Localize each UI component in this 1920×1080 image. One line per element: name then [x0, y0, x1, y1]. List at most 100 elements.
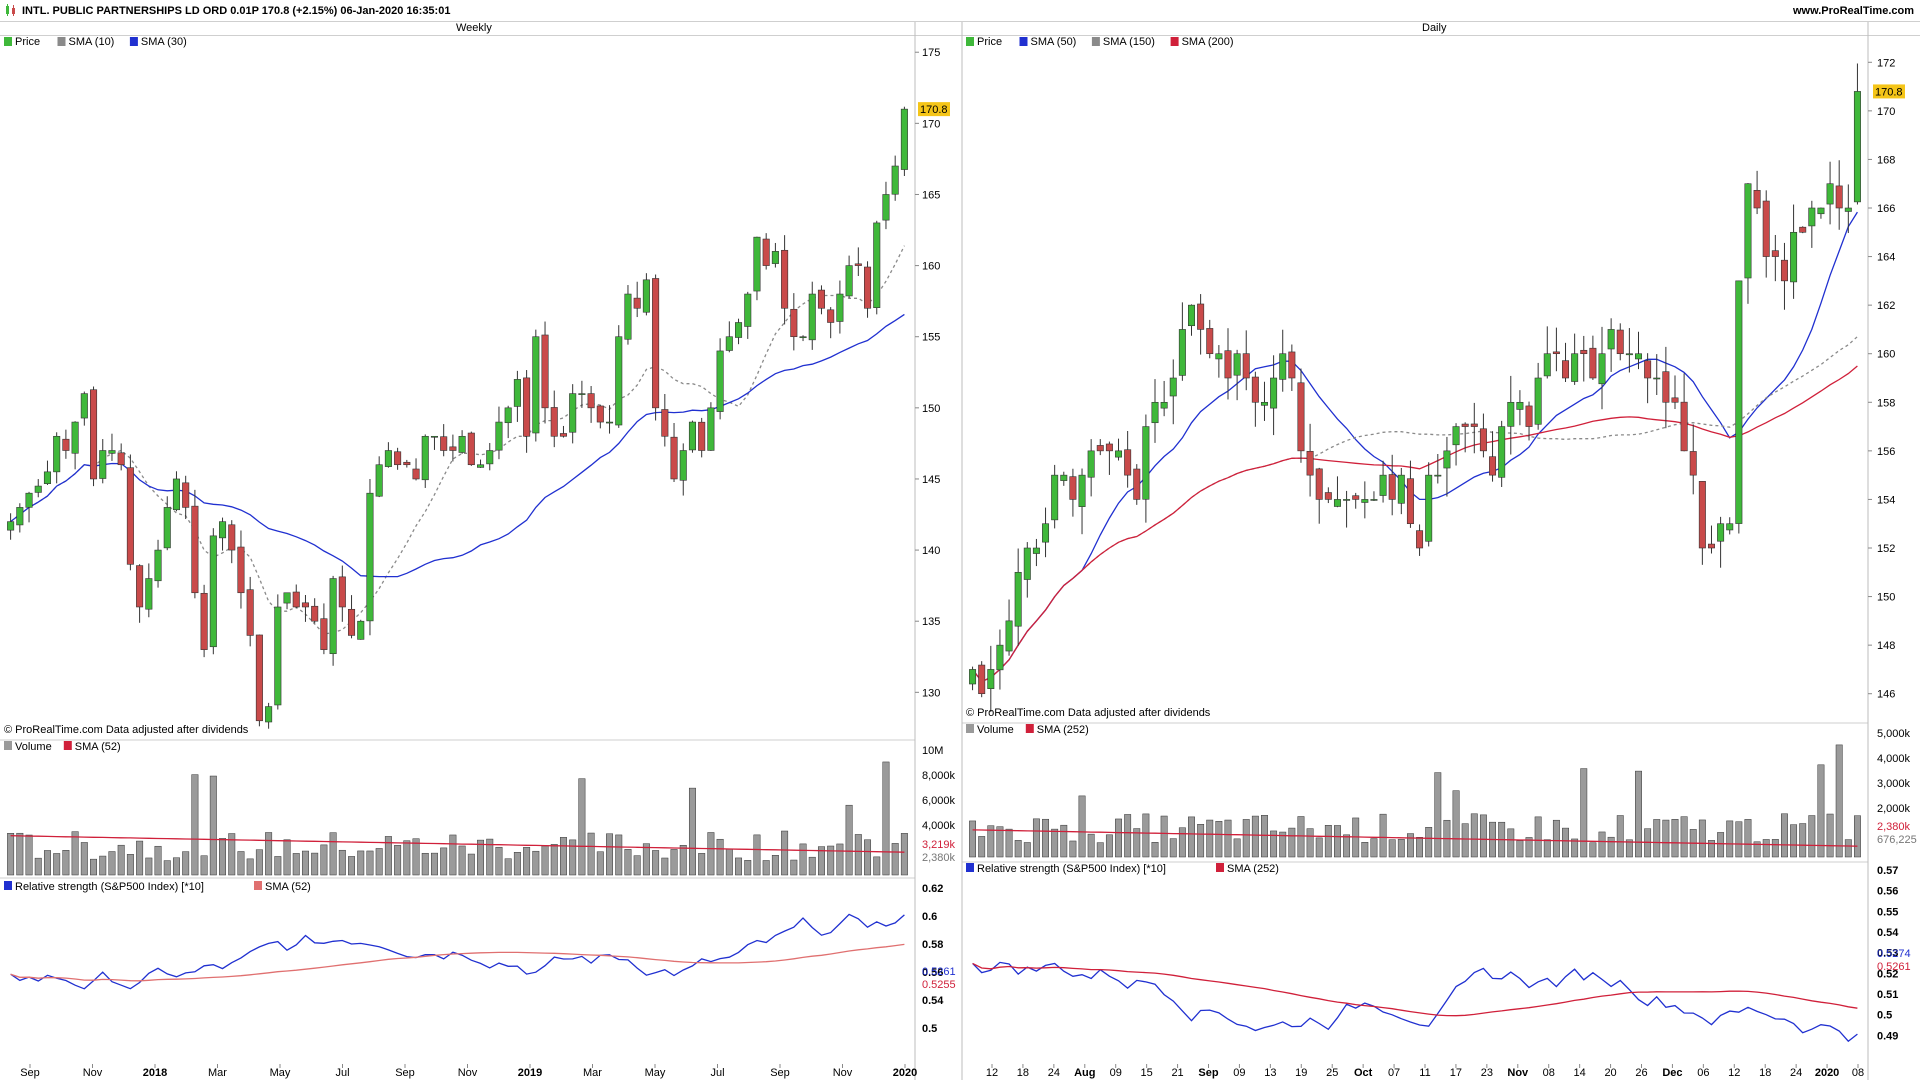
- right-rs-tick-label: 0.55: [1877, 906, 1898, 918]
- right-volume-bar: [1160, 815, 1168, 858]
- right-volume-bar: [1844, 839, 1852, 858]
- left-volume-bar: [615, 834, 623, 876]
- right-candle-body: [1598, 353, 1606, 385]
- right-candle-body: [1306, 450, 1314, 476]
- left-volume-bar: [90, 858, 98, 876]
- right-x-tick-label: Aug: [1074, 1067, 1095, 1079]
- right-candle-body: [1470, 423, 1478, 427]
- right-legend-label-2: SMA (150): [1103, 36, 1155, 48]
- right-rs-tick-label: 0.57: [1877, 865, 1898, 877]
- left-rs-value-label: 0.5255: [922, 979, 956, 991]
- left-last-price-badge: [918, 102, 950, 117]
- left-candle-body: [679, 450, 687, 481]
- right-last-price-badge: [1873, 84, 1905, 99]
- right-legend-swatch-3: [1170, 37, 1179, 46]
- right-candle-body: [1771, 250, 1779, 257]
- right-x-tick-label: 08: [1852, 1067, 1864, 1079]
- right-x-tick-label: Oct: [1354, 1067, 1373, 1079]
- left-rs-value-label: 0.5261: [922, 966, 956, 978]
- left-candle-body: [25, 492, 33, 508]
- right-x-tick-label: 11: [1419, 1067, 1430, 1079]
- left-period-label: Weekly: [456, 22, 492, 34]
- right-candle-body: [1452, 426, 1460, 446]
- right-price-tick-label: 160: [1877, 349, 1895, 361]
- right-volume-bar: [1799, 823, 1807, 858]
- left-volume-bar: [808, 856, 816, 876]
- right-legend-label-1: SMA (50): [1031, 36, 1077, 48]
- right-volume-bar: [1261, 815, 1268, 858]
- right-rs-line: [972, 961, 1858, 1043]
- left-candle-body: [486, 450, 494, 465]
- right-volume-bar: [1589, 842, 1597, 858]
- right-candle-body: [1333, 499, 1341, 507]
- left-volume-bar: [873, 856, 881, 876]
- left-candle-body: [578, 393, 586, 395]
- right-candle-body: [1479, 428, 1487, 452]
- left-volume-bar: [71, 831, 79, 876]
- left-rs-legend-swatch-1: [254, 881, 262, 890]
- left-volume-bar: [642, 843, 650, 876]
- right-volume-bar: [1552, 819, 1560, 858]
- right-candle-body: [1562, 360, 1570, 379]
- left-x-tick-label: Sep: [20, 1067, 40, 1079]
- right-volume-bar: [1288, 827, 1296, 858]
- left-volume-bar: [532, 850, 540, 876]
- right-candle-body: [1078, 474, 1086, 507]
- right-candle-body: [1379, 474, 1387, 496]
- right-candle-body: [1051, 474, 1059, 521]
- site-link[interactable]: www.ProRealTime.com: [1792, 5, 1914, 17]
- right-volume-bar: [1096, 842, 1104, 858]
- left-last-price-label: 170.8: [920, 104, 948, 116]
- right-x-tick-label: 15: [1141, 1067, 1153, 1079]
- right-candle-body: [1069, 476, 1077, 500]
- right-candle-body: [1434, 474, 1442, 477]
- left-volume-bar: [80, 842, 88, 876]
- right-legend-label-0: Price: [977, 36, 1002, 48]
- right-candle-body: [1142, 426, 1150, 500]
- left-volume-bar: [486, 838, 494, 876]
- right-volume-bar: [1315, 837, 1323, 858]
- left-vol-tick-label: 10M: [922, 745, 943, 757]
- left-candle-body: [117, 452, 125, 466]
- right-price-tick-label: 156: [1877, 446, 1895, 458]
- right-volume-bar: [1324, 825, 1332, 858]
- left-watermark: © ProRealTime.com Data adjusted after di…: [4, 724, 249, 736]
- left-vol-legend-swatch-1: [63, 741, 72, 750]
- right-vol-legend-label-0: Volume: [977, 724, 1014, 736]
- left-candle-body: [781, 249, 789, 309]
- left-x-tick-label: Jul: [335, 1067, 349, 1079]
- left-volume-bar: [578, 778, 586, 876]
- left-volume-bar: [163, 860, 171, 876]
- right-x-tick-label: 09: [1233, 1067, 1245, 1079]
- right-price-tick-label: 154: [1877, 494, 1895, 506]
- right-candle-body: [1425, 474, 1433, 542]
- right-candle-body: [987, 669, 995, 689]
- right-candle-body: [1388, 474, 1396, 500]
- left-candle-body: [311, 605, 319, 622]
- left-candle-body: [670, 436, 678, 480]
- right-candle-body: [969, 669, 977, 685]
- left-candle-body: [99, 450, 107, 479]
- left-candle-body: [541, 334, 549, 409]
- left-volume-bar: [449, 834, 457, 876]
- right-rs-value-label: 0.5261: [1877, 961, 1911, 973]
- right-volume-bar: [1279, 831, 1287, 858]
- left-price-tick-label: 165: [922, 189, 940, 201]
- right-vol-legend-swatch-1: [1025, 724, 1034, 733]
- left-candle-body: [532, 336, 540, 434]
- right-volume-bar: [1534, 816, 1542, 858]
- right-candle-body: [1552, 351, 1560, 355]
- right-volume-bar: [1425, 827, 1433, 858]
- right-candle-body: [1799, 226, 1807, 233]
- right-volume-bar: [1042, 818, 1049, 858]
- left-sma-line-0: [10, 245, 905, 635]
- right-candle-body: [1443, 450, 1451, 469]
- right-volume-bar: [1808, 815, 1816, 858]
- right-price-tick-label: 162: [1877, 300, 1895, 312]
- right-candle-body: [1525, 405, 1533, 427]
- right-candle-body: [1835, 185, 1843, 209]
- right-vol-tick-label: 5,000k: [1877, 728, 1911, 740]
- right-candle-body: [1160, 401, 1168, 409]
- left-candle-body: [836, 293, 844, 322]
